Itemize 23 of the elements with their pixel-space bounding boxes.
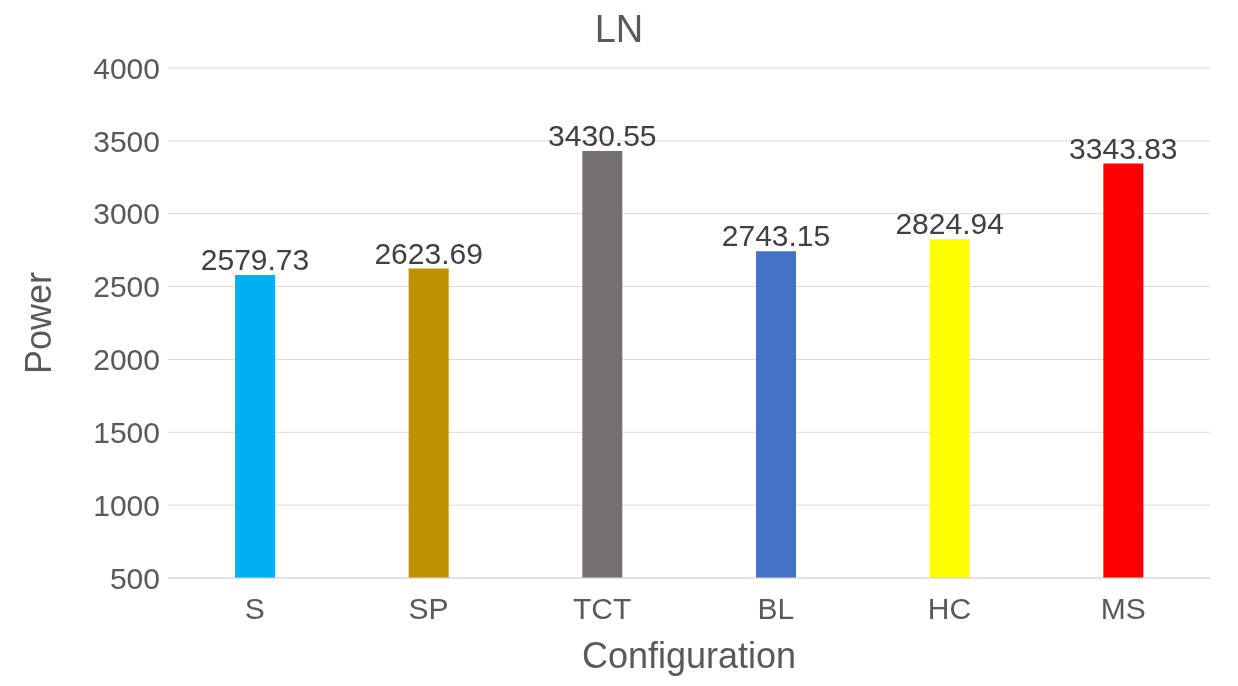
- x-tick-label: BL: [757, 592, 795, 626]
- y-tick-label: 3000: [93, 197, 160, 231]
- data-label: 2623.69: [374, 236, 483, 270]
- data-label: 2579.73: [200, 242, 310, 276]
- data-label: 3343.83: [1069, 131, 1178, 165]
- data-label: 3430.55: [548, 118, 657, 152]
- y-tick-label: 2500: [93, 270, 160, 304]
- y-tick-label: 1500: [93, 415, 160, 449]
- chart-title: LN: [594, 8, 644, 50]
- x-tick-label: S: [244, 592, 265, 626]
- x-tick-label: HC: [927, 592, 972, 626]
- x-tick-label: TCT: [573, 592, 632, 626]
- y-axis-title: Power: [17, 271, 59, 375]
- y-tick-label: 3500: [93, 124, 160, 158]
- y-tick-label: 2000: [93, 343, 160, 377]
- x-tick-label: SP: [408, 592, 449, 626]
- y-tick-label: 500: [109, 561, 160, 595]
- x-axis-title: Configuration: [581, 635, 797, 676]
- y-tick-label: 1000: [93, 488, 160, 522]
- data-label: 2743.15: [721, 219, 831, 253]
- y-tick-label: 4000: [93, 51, 160, 85]
- x-tick-label: MS: [1100, 592, 1146, 626]
- data-label: 2824.94: [895, 207, 1004, 241]
